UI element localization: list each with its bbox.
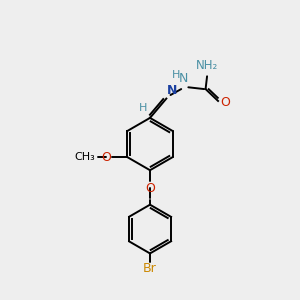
Text: N: N [167, 84, 177, 97]
Text: O: O [145, 182, 155, 195]
Text: H: H [172, 70, 181, 80]
Text: N: N [178, 72, 188, 85]
Text: CH₃: CH₃ [74, 152, 95, 162]
Text: O: O [101, 151, 111, 164]
Text: H: H [139, 103, 148, 112]
Text: NH₂: NH₂ [196, 59, 218, 72]
Text: Br: Br [143, 262, 157, 275]
Text: O: O [220, 96, 230, 109]
